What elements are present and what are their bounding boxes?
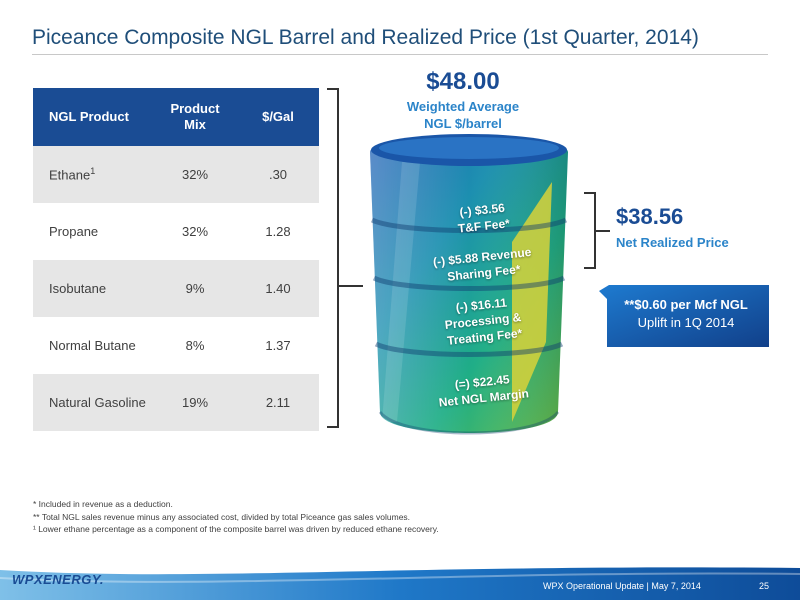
- weighted-average-label: Weighted Average NGL $/barrel: [406, 99, 520, 131]
- footnote-2: ** Total NGL sales revenue minus any ass…: [33, 511, 411, 522]
- title-divider: [32, 54, 768, 55]
- cell-product: Normal Butane: [49, 338, 136, 353]
- footer-caption: WPX Operational Update | May 7, 2014: [543, 581, 701, 591]
- table-row: Isobutane 9% 1.40: [33, 260, 319, 317]
- net-realized-price-label: Net Realized Price: [616, 235, 729, 250]
- cell-product: Ethane1: [33, 146, 153, 203]
- net-price-bracket: [584, 192, 596, 269]
- ngl-product-table: NGL Product Product Mix $/Gal Ethane1 32…: [33, 88, 319, 431]
- uplift-callout-text: **$0.60 per Mcf NGL Uplift in 1Q 2014: [624, 297, 748, 330]
- cell-price: .30: [237, 146, 319, 203]
- table-row: Normal Butane 8% 1.37: [33, 317, 319, 374]
- cell-price: 2.11: [237, 374, 319, 431]
- cell-price: 1.37: [265, 338, 291, 353]
- cell-product: Propane: [49, 224, 99, 239]
- cell-mix: 9%: [153, 260, 237, 317]
- wpx-energy-logo: WPXENERGY.: [12, 572, 104, 587]
- cell-mix: 32%: [181, 224, 209, 239]
- footnotes: * Included in revenue as a deduction. **…: [33, 498, 439, 536]
- page-number: 25: [759, 581, 770, 591]
- header-product-mix: Product Mix: [153, 88, 237, 146]
- cell-product: Isobutane: [33, 260, 153, 317]
- footnote-1: * Included in revenue as a deduction.: [33, 499, 173, 509]
- cell-price: 1.40: [237, 260, 319, 317]
- net-price-bracket-arm: [596, 230, 610, 232]
- weighted-average-price: $48.00: [426, 68, 500, 95]
- page-title: Piceance Composite NGL Barrel and Realiz…: [32, 26, 699, 49]
- cell-price: 1.28: [265, 224, 291, 239]
- cell-mix: 19%: [153, 374, 237, 431]
- table-row: Natural Gasoline 19% 2.11: [33, 374, 319, 431]
- footnote-3: ¹ Lower ethane percentage as a component…: [33, 524, 439, 534]
- table-row: Propane 32% 1.28: [33, 203, 319, 260]
- table-header-row: NGL Product Product Mix $/Gal: [33, 88, 319, 146]
- net-realized-price: $38.56: [616, 204, 684, 229]
- uplift-callout-shape: [599, 285, 769, 347]
- cell-mix: 8%: [185, 338, 205, 353]
- cell-product: Natural Gasoline: [33, 374, 153, 431]
- cell-mix: 32%: [153, 146, 237, 203]
- header-ngl-product: NGL Product: [33, 88, 153, 146]
- header-price-per-gal: $/Gal: [237, 88, 319, 146]
- table-bracket-arm: [339, 285, 363, 287]
- table-row: Ethane1 32% .30: [33, 146, 319, 203]
- footer-band: [0, 567, 800, 600]
- barrel-graphic: [370, 134, 568, 435]
- table-bracket: [327, 88, 339, 428]
